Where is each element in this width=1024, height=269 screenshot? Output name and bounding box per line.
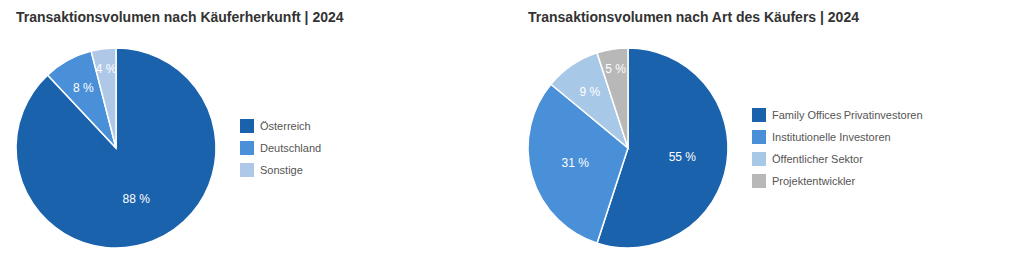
- legend-swatch: [752, 130, 766, 144]
- legend-swatch: [240, 163, 254, 177]
- legend: Family Offices Privatinvestoren Instituti…: [752, 108, 923, 188]
- data-label: 5 %: [605, 62, 626, 76]
- pie-slice: [597, 48, 628, 148]
- legend-swatch: [752, 152, 766, 166]
- pie: 55 % 31 % 9 % 5 %: [528, 48, 728, 248]
- legend-label: Österreich: [260, 120, 311, 132]
- pie: 88 % 8 %4 %: [16, 48, 216, 248]
- data-label: 9 %: [579, 85, 600, 99]
- legend-item: Deutschland: [240, 141, 321, 155]
- legend-label: Öffentlicher Sektor: [772, 153, 863, 165]
- legend-label: Institutionelle Investoren: [772, 131, 891, 143]
- pie-slice: [16, 48, 216, 248]
- data-label: 55 %: [669, 150, 697, 164]
- legend-label: Deutschland: [260, 142, 321, 154]
- legend-swatch: [240, 119, 254, 133]
- pie-slice: [91, 48, 116, 148]
- data-label: 4 %: [96, 62, 117, 76]
- legend-item: Institutionelle Investoren: [752, 130, 891, 144]
- legend-swatch: [752, 108, 766, 122]
- legend-item: Family Offices Privatinvestoren: [752, 108, 923, 122]
- legend-item: Öffentlicher Sektor: [752, 152, 863, 166]
- legend-label: Projektentwickler: [772, 175, 855, 187]
- data-label: 88 %: [123, 192, 151, 206]
- legend-swatch: [752, 174, 766, 188]
- pie-panel: Transaktionsvolumen nach Käuferherkunft …: [16, 9, 344, 248]
- legend-swatch: [240, 141, 254, 155]
- chart-canvas: Transaktionsvolumen nach Käuferherkunft …: [0, 0, 1024, 269]
- chart-title: Transaktionsvolumen nach Käuferherkunft …: [16, 9, 344, 25]
- legend-label: Sonstige: [260, 164, 303, 176]
- pie-panel: Transaktionsvolumen nach Art des Käufers…: [528, 9, 923, 248]
- legend-item: Österreich: [240, 119, 311, 133]
- data-label: 8 %: [73, 81, 94, 95]
- legend: Österreich Deutschland Sonstige: [240, 119, 321, 177]
- legend-item: Sonstige: [240, 163, 303, 177]
- legend-item: Projektentwickler: [752, 174, 855, 188]
- legend-label: Family Offices Privatinvestoren: [772, 109, 923, 121]
- chart-title: Transaktionsvolumen nach Art des Käufers…: [528, 9, 859, 25]
- data-label: 31 %: [562, 156, 590, 170]
